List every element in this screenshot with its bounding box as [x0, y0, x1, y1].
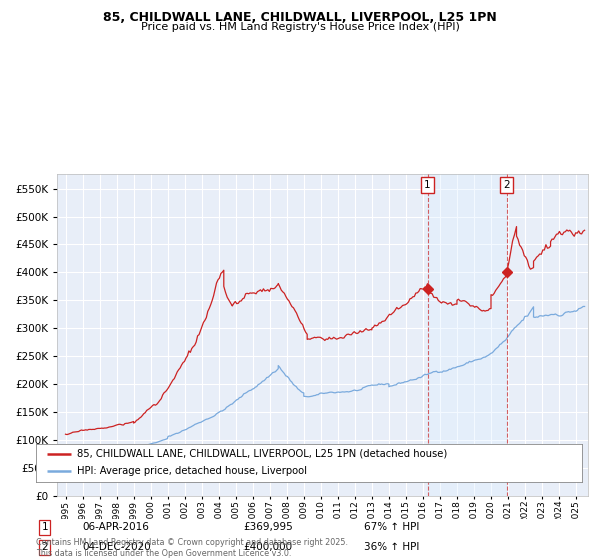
- Text: HPI: Average price, detached house, Liverpool: HPI: Average price, detached house, Live…: [77, 466, 307, 477]
- Text: £400,000: £400,000: [244, 542, 293, 552]
- Text: Contains HM Land Registry data © Crown copyright and database right 2025.
This d: Contains HM Land Registry data © Crown c…: [36, 538, 348, 558]
- Text: 85, CHILDWALL LANE, CHILDWALL, LIVERPOOL, L25 1PN: 85, CHILDWALL LANE, CHILDWALL, LIVERPOOL…: [103, 11, 497, 24]
- Bar: [428, 174, 506, 496]
- Text: 85, CHILDWALL LANE, CHILDWALL, LIVERPOOL, L25 1PN (detached house): 85, CHILDWALL LANE, CHILDWALL, LIVERPOOL…: [77, 449, 447, 459]
- Text: 2: 2: [41, 542, 48, 552]
- Text: 06-APR-2016: 06-APR-2016: [82, 522, 149, 533]
- Text: 1: 1: [424, 180, 431, 190]
- Text: 67% ↑ HPI: 67% ↑ HPI: [364, 522, 419, 533]
- Text: £369,995: £369,995: [244, 522, 293, 533]
- Text: 1: 1: [41, 522, 48, 533]
- Text: Price paid vs. HM Land Registry's House Price Index (HPI): Price paid vs. HM Land Registry's House …: [140, 22, 460, 32]
- Text: 2: 2: [503, 180, 510, 190]
- Text: 36% ↑ HPI: 36% ↑ HPI: [364, 542, 419, 552]
- Text: 04-DEC-2020: 04-DEC-2020: [82, 542, 151, 552]
